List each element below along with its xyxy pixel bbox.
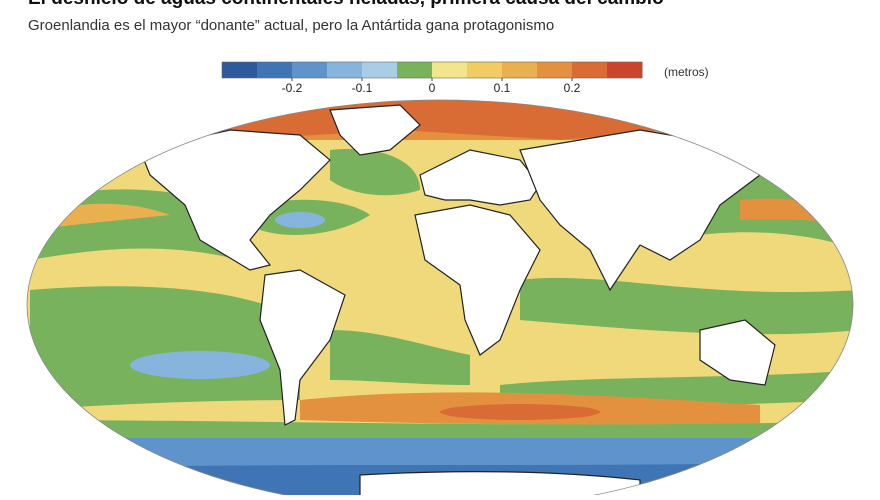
colorbar-swatch	[607, 62, 643, 78]
colorbar-swatch	[502, 62, 538, 78]
colorbar-swatch	[257, 62, 293, 78]
colorbar-tick-label: -0.1	[352, 81, 373, 95]
colorbar-swatch	[397, 62, 433, 78]
colorbar-swatch	[432, 62, 468, 78]
colorbar-swatch	[222, 62, 258, 78]
colorbar-swatch	[327, 62, 363, 78]
colorbar-swatch	[362, 62, 398, 78]
colorbar-swatch	[292, 62, 328, 78]
colorbar-tick-label: 0	[429, 81, 436, 95]
title: El deshielo de aguas continentales helad…	[28, 0, 664, 9]
colorbar-swatch	[572, 62, 608, 78]
colorbar-tick-label: 0.2	[564, 81, 581, 95]
colorbar-tick-label: 0.1	[494, 81, 511, 95]
colorbar: -0.2 -0.1 0 0.1 0.2	[221, 61, 643, 95]
sea-level-map	[27, 100, 853, 500]
colorbar-swatch	[467, 62, 503, 78]
colorbar-unit: (metros)	[664, 65, 709, 79]
subtitle: Groenlandia es el mayor “donante” actual…	[28, 17, 554, 34]
colorbar-swatch	[537, 62, 573, 78]
colorbar-tick-label: -0.2	[282, 81, 303, 95]
